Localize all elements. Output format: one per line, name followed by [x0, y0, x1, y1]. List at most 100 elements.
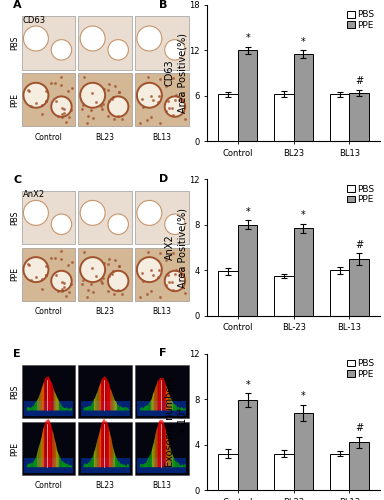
Point [176, 270, 182, 278]
Y-axis label: CD63
Area Positive(%): CD63 Area Positive(%) [164, 33, 188, 113]
FancyBboxPatch shape [135, 365, 189, 418]
Point [25, 260, 31, 268]
FancyBboxPatch shape [135, 248, 189, 301]
Point [116, 88, 122, 96]
Circle shape [165, 271, 185, 291]
Point [89, 89, 95, 97]
Point [58, 255, 64, 263]
Point [170, 74, 176, 82]
Point [100, 100, 106, 108]
Point [26, 261, 32, 269]
Point [80, 276, 86, 283]
FancyBboxPatch shape [24, 402, 73, 416]
FancyBboxPatch shape [137, 402, 186, 416]
Text: BL13: BL13 [152, 307, 171, 316]
Circle shape [137, 200, 162, 226]
Text: *: * [245, 33, 250, 43]
Point [179, 91, 185, 99]
Point [112, 256, 118, 264]
Point [112, 82, 118, 90]
Bar [294, 54, 313, 141]
FancyBboxPatch shape [22, 191, 75, 244]
Point [58, 81, 64, 89]
Point [48, 80, 55, 88]
Text: F: F [159, 348, 166, 358]
Circle shape [137, 26, 162, 51]
Point [39, 276, 45, 283]
Point [63, 118, 69, 126]
Point [55, 112, 61, 120]
FancyBboxPatch shape [22, 73, 75, 126]
Point [81, 248, 87, 256]
Point [172, 270, 178, 278]
Circle shape [108, 214, 128, 234]
FancyBboxPatch shape [78, 365, 132, 418]
Point [163, 256, 169, 264]
Text: PPE: PPE [10, 93, 19, 107]
Point [80, 101, 86, 109]
Point [28, 102, 34, 110]
Point [182, 289, 188, 297]
Point [115, 112, 121, 120]
Bar [274, 276, 294, 316]
Point [63, 292, 69, 300]
Circle shape [51, 271, 72, 291]
Point [52, 80, 58, 88]
Point [105, 260, 111, 268]
Point [59, 110, 65, 118]
Circle shape [80, 200, 105, 226]
Point [58, 248, 65, 256]
Point [155, 98, 161, 106]
FancyBboxPatch shape [78, 191, 132, 244]
Point [170, 286, 176, 294]
Point [61, 283, 67, 291]
Point [165, 271, 171, 279]
Point [61, 279, 68, 287]
Y-axis label: AnX2
Area Positive(%): AnX2 Area Positive(%) [164, 208, 188, 288]
Point [169, 104, 175, 112]
Point [43, 97, 49, 105]
Point [99, 105, 106, 113]
Point [43, 97, 50, 105]
FancyBboxPatch shape [135, 191, 189, 244]
Text: AnX2: AnX2 [23, 190, 45, 199]
Circle shape [23, 26, 48, 51]
Point [156, 266, 162, 274]
Point [172, 266, 179, 274]
Point [40, 110, 46, 118]
Point [61, 108, 67, 116]
Bar [349, 93, 369, 141]
Point [179, 270, 185, 278]
Point [155, 273, 161, 281]
Point [98, 276, 104, 284]
Text: PPE: PPE [10, 267, 19, 281]
Point [166, 104, 172, 112]
Point [116, 88, 122, 96]
Point [105, 86, 111, 94]
FancyBboxPatch shape [135, 16, 189, 70]
Text: E: E [13, 349, 21, 359]
Point [170, 249, 176, 257]
Point [172, 96, 178, 104]
FancyBboxPatch shape [78, 422, 132, 475]
FancyBboxPatch shape [22, 16, 75, 70]
Point [144, 116, 150, 124]
Bar [349, 259, 369, 316]
Point [43, 262, 49, 270]
Point [169, 278, 175, 286]
Point [59, 288, 65, 296]
Text: Control: Control [35, 132, 62, 141]
Point [66, 114, 72, 122]
FancyBboxPatch shape [24, 458, 73, 473]
Point [79, 280, 85, 288]
Text: BL13: BL13 [152, 132, 171, 141]
FancyBboxPatch shape [22, 365, 75, 418]
Point [105, 286, 111, 294]
Point [66, 288, 72, 296]
Point [59, 113, 65, 121]
Point [40, 285, 46, 293]
Point [68, 280, 74, 288]
Bar [294, 413, 313, 490]
Point [109, 96, 115, 104]
Point [89, 288, 96, 296]
